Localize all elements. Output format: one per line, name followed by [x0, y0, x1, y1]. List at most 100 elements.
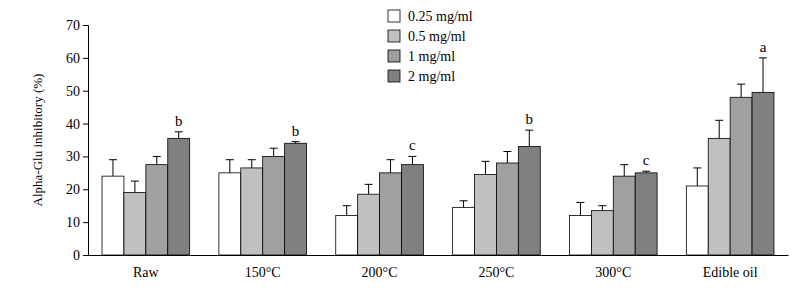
- bar: [401, 165, 423, 255]
- bar: [475, 175, 497, 256]
- error-bar-cap: [365, 184, 373, 185]
- x-tick-label: 150°C: [245, 265, 281, 280]
- bar: [358, 194, 380, 255]
- bar: [336, 216, 358, 255]
- bar: [635, 173, 657, 255]
- error-bar: [525, 130, 533, 146]
- y-tick-mark: [83, 189, 88, 190]
- error-bar: [715, 120, 723, 138]
- significance-letter: b: [292, 123, 300, 139]
- error-bar: [620, 165, 628, 177]
- error-bar-cap: [598, 205, 606, 206]
- x-tick: 150°C: [245, 265, 281, 280]
- bar: [730, 97, 752, 255]
- error-bar-stem: [485, 161, 486, 174]
- error-bar: [153, 156, 161, 164]
- error-bar-cap: [620, 164, 628, 165]
- x-tick-label: 300°C: [595, 265, 631, 280]
- error-bar: [481, 161, 489, 174]
- y-tick: 30: [66, 149, 88, 164]
- y-tick: 70: [66, 18, 88, 33]
- error-bar-stem: [368, 184, 369, 194]
- x-tick: 200°C: [362, 265, 398, 280]
- error-bar-stem: [580, 202, 581, 215]
- error-bar-cap: [175, 131, 183, 132]
- x-tick-label: Edible oil: [703, 265, 758, 280]
- error-bar-cap: [460, 200, 468, 201]
- error-bar: [175, 132, 183, 139]
- y-tick-label: 60: [66, 51, 80, 66]
- error-bar: [576, 202, 584, 215]
- y-tick: 60: [66, 51, 88, 66]
- legend-label: 0.5 mg/ml: [408, 29, 466, 44]
- error-bar: [387, 160, 395, 173]
- error-bar-stem: [624, 165, 625, 177]
- x-tick-label: Raw: [133, 265, 160, 280]
- y-tick-label: 40: [66, 117, 80, 132]
- significance-letter: b: [526, 111, 534, 127]
- y-tick-label: 50: [66, 84, 80, 99]
- error-bar: [737, 84, 745, 97]
- error-bar-cap: [387, 159, 395, 160]
- bar: [146, 165, 168, 255]
- bar: [263, 156, 285, 255]
- error-bar-cap: [131, 181, 139, 182]
- bar: [591, 211, 613, 255]
- error-bar-cap: [481, 161, 489, 162]
- error-bar-stem: [741, 84, 742, 97]
- y-tick-label: 10: [66, 215, 80, 230]
- chart: 0 10 20 30 40 50 60 70 Raw 150°C 200°C 250°C 300°C Ed…: [0, 0, 794, 293]
- bar: [453, 207, 475, 255]
- error-bar-cap: [715, 120, 723, 121]
- y-tick: 40: [66, 117, 88, 132]
- bar: [285, 143, 307, 255]
- legend-swatch: [388, 50, 400, 62]
- error-bar-cap: [292, 141, 300, 142]
- y-tick-mark: [83, 156, 88, 157]
- plot-area: [102, 58, 774, 255]
- y-tick-label: 30: [66, 149, 80, 164]
- y-tick-label: 20: [66, 182, 80, 197]
- x-tick: 300°C: [595, 265, 631, 280]
- error-bar: [131, 181, 139, 193]
- bar: [496, 163, 518, 255]
- y-tick-mark: [83, 91, 88, 92]
- significance-letter: a: [760, 39, 767, 55]
- error-bar: [292, 142, 300, 144]
- error-bar-stem: [763, 58, 764, 92]
- legend-item: 0.5 mg/ml: [388, 29, 466, 44]
- error-bar-stem: [507, 152, 508, 164]
- bar: [124, 193, 146, 255]
- error-bar-cap: [408, 156, 416, 157]
- bar: [686, 186, 708, 255]
- legend-swatch: [388, 30, 400, 42]
- error-bar-stem: [719, 120, 720, 138]
- error-bar-cap: [109, 159, 117, 160]
- bar: [569, 216, 591, 255]
- error-bar-stem: [697, 168, 698, 186]
- error-bar: [503, 152, 511, 164]
- bar: [752, 92, 774, 255]
- error-bar-stem: [134, 181, 135, 193]
- error-bar-cap: [343, 205, 351, 206]
- error-bar-cap: [737, 84, 745, 85]
- legend: 0.25 mg/ml0.5 mg/ml1 mg/ml2 mg/ml: [388, 9, 473, 84]
- y-axis-line: [83, 26, 89, 256]
- x-axis: Raw 150°C 200°C 250°C 300°C Edible oil: [89, 256, 789, 280]
- error-bar-stem: [602, 206, 603, 211]
- x-tick: 250°C: [478, 265, 514, 280]
- error-bar: [598, 206, 606, 211]
- x-tick-label: 200°C: [362, 265, 398, 280]
- error-bar: [109, 160, 117, 176]
- bar: [219, 173, 241, 255]
- bar: [518, 147, 540, 255]
- y-tick-mark: [83, 58, 88, 59]
- legend-swatch: [388, 10, 400, 22]
- error-bar-stem: [390, 160, 391, 173]
- error-bar-cap: [642, 171, 650, 172]
- bar: [168, 138, 190, 255]
- y-tick-label: 0: [73, 248, 80, 263]
- legend-item: 0.25 mg/ml: [388, 9, 473, 24]
- y-tick: 50: [66, 84, 88, 99]
- error-bar-cap: [226, 159, 234, 160]
